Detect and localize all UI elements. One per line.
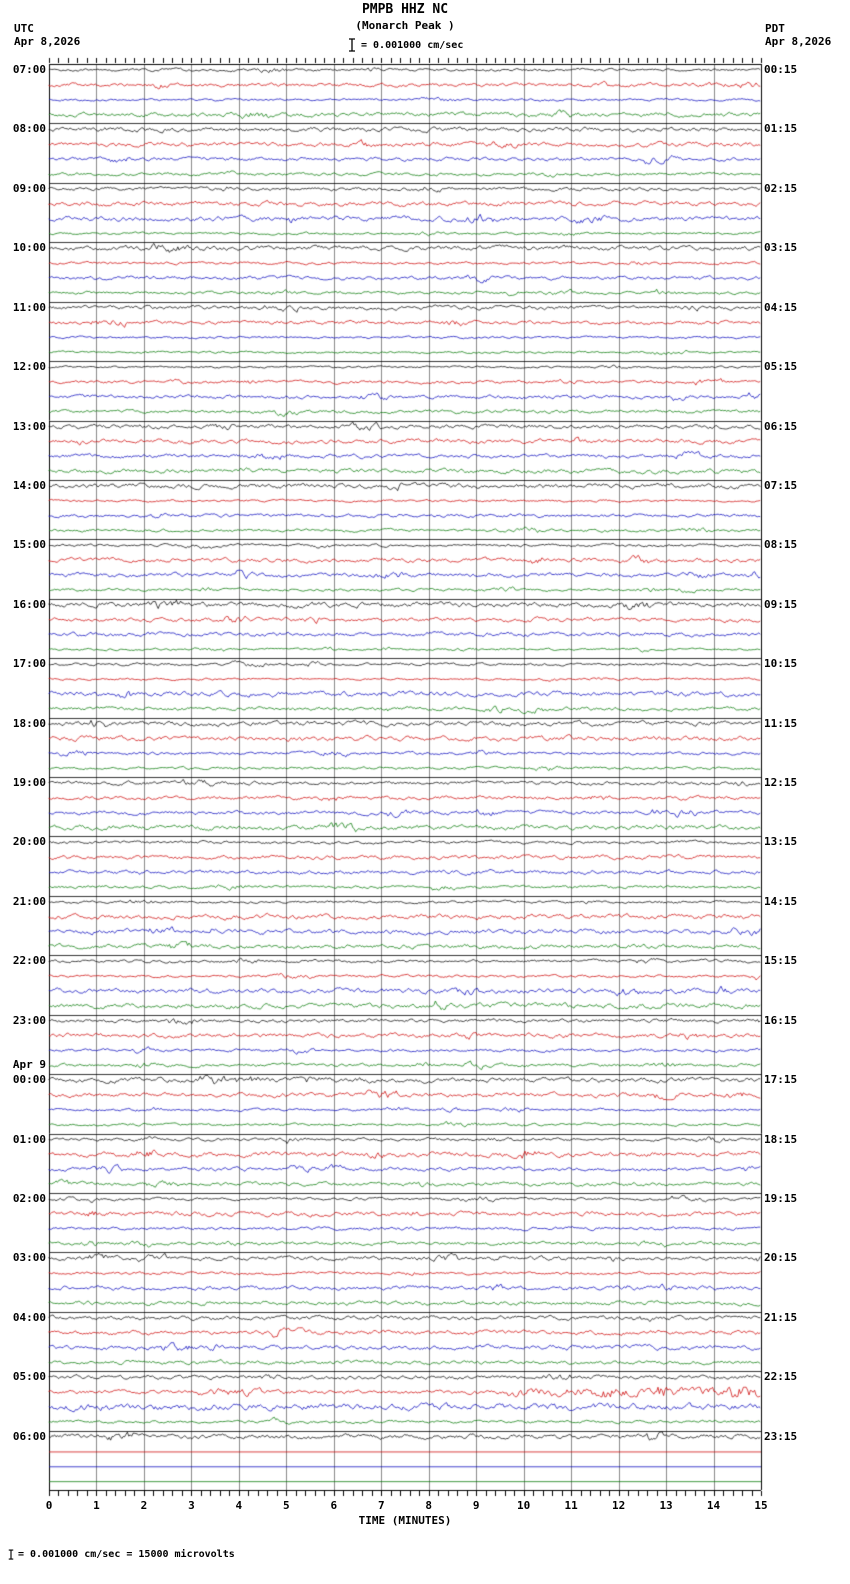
utc-hour-label: 01:00: [12, 1132, 46, 1146]
scale-bar-icon: [348, 38, 356, 52]
utc-hour-label: 09:00: [12, 181, 46, 195]
pdt-hour-label: 19:15: [764, 1191, 798, 1205]
pdt-hour-label: 05:15: [764, 360, 798, 374]
utc-hour-label: 21:00: [12, 894, 46, 908]
utc-hour-label: 17:00: [12, 657, 46, 671]
x-tick-label: 1: [93, 1499, 100, 1512]
x-tick-label: 5: [283, 1499, 290, 1512]
scale-legend: = 0.001000 cm/sec: [348, 38, 463, 52]
scale-text: = 0.001000 cm/sec: [361, 39, 464, 51]
x-tick-label: 0: [45, 1499, 53, 1512]
utc-label: UTC: [14, 22, 34, 35]
utc-hour-label: 18:00: [12, 716, 46, 730]
x-tick-label: 8: [425, 1499, 433, 1512]
pdt-hour-label: 09:15: [764, 597, 798, 611]
x-tick-label: 13: [659, 1499, 673, 1512]
x-tick-label: 12: [611, 1499, 626, 1512]
footnote-text: = 0.001000 cm/sec = 15000 microvolts: [18, 1549, 235, 1560]
pdt-hour-label: 18:15: [764, 1132, 798, 1146]
x-tick-label: 10: [517, 1499, 531, 1512]
pdt-hour-label: 16:15: [764, 1013, 798, 1027]
pdt-hour-label: 08:15: [764, 538, 798, 552]
x-tick-label: 6: [330, 1499, 338, 1512]
pdt-hour-label: 04:15: [764, 300, 798, 314]
utc-hour-label: 12:00: [12, 360, 46, 374]
pdt-hour-label: 21:15: [764, 1310, 798, 1324]
utc-hour-label: 05:00: [12, 1370, 46, 1384]
pdt-hour-label: 22:15: [764, 1370, 798, 1384]
utc-hour-label: 14:00: [12, 478, 46, 492]
pdt-hour-label: 10:15: [764, 657, 798, 671]
scale-bar-icon: [8, 1549, 14, 1560]
scale-footnote: = 0.001000 cm/sec = 15000 microvolts: [8, 1549, 235, 1560]
pdt-date: Apr 8,2026: [765, 35, 832, 48]
utc-hour-label: 16:00: [12, 597, 46, 611]
station-location: (Monarch Peak ): [355, 19, 455, 32]
utc-hour-label: 23:00: [12, 1013, 46, 1027]
utc-hour-label: 11:00: [12, 300, 46, 314]
x-tick-label: 7: [377, 1499, 385, 1512]
utc-hour-label: 02:00: [12, 1191, 46, 1205]
utc-hour-label: 10:00: [12, 241, 46, 255]
pdt-hour-label: 03:15: [764, 241, 798, 255]
x-tick-label: 2: [140, 1499, 148, 1512]
pdt-hour-label: 17:15: [764, 1073, 798, 1087]
utc-hour-label: 20:00: [12, 835, 46, 849]
x-tick-label: 14: [706, 1499, 721, 1512]
utc-hour-label: 08:00: [12, 122, 46, 136]
pdt-hour-label: 14:15: [764, 894, 798, 908]
utc-hour-label: 00:00: [12, 1073, 46, 1087]
pdt-hour-label: 06:15: [764, 419, 798, 433]
x-tick-label: 11: [564, 1499, 578, 1512]
x-tick-label: 9: [472, 1499, 480, 1512]
pdt-hour-label: 20:15: [764, 1251, 798, 1265]
station-title: PMPB HHZ NC: [361, 2, 449, 17]
x-tick-label: 15: [754, 1499, 768, 1512]
pdt-hour-label: 02:15: [764, 181, 798, 195]
pdt-hour-label: 11:15: [764, 716, 798, 730]
utc-hour-label: 06:00: [12, 1429, 46, 1443]
pdt-hour-label: 12:15: [764, 776, 798, 789]
x-tick-label: 4: [235, 1499, 243, 1512]
utc-hour-label: 19:00: [12, 776, 46, 789]
utc-hour-label: 04:00: [12, 1310, 46, 1324]
utc-date: Apr 8,2026: [14, 35, 81, 48]
pdt-hour-label: 23:15: [764, 1429, 798, 1443]
x-axis-title: TIME (MINUTES): [358, 1514, 452, 1527]
utc-hour-label: 22:00: [12, 954, 46, 968]
pdt-hour-label: 15:15: [764, 954, 798, 968]
utc-hour-label: 03:00: [12, 1251, 46, 1265]
x-tick-label: 3: [188, 1499, 195, 1512]
pdt-label: PDT: [765, 22, 785, 35]
pdt-hour-label: 13:15: [764, 835, 798, 849]
utc-hour-label: 15:00: [12, 538, 46, 552]
utc-hour-label: 07:00: [12, 63, 46, 76]
pdt-hour-label: 07:15: [764, 478, 798, 492]
utc-hour-label: 13:00: [12, 419, 46, 433]
pdt-hour-label: 00:15: [764, 63, 798, 76]
utc-date-label: Apr 9: [12, 1058, 46, 1072]
pdt-hour-label: 01:15: [764, 122, 798, 136]
